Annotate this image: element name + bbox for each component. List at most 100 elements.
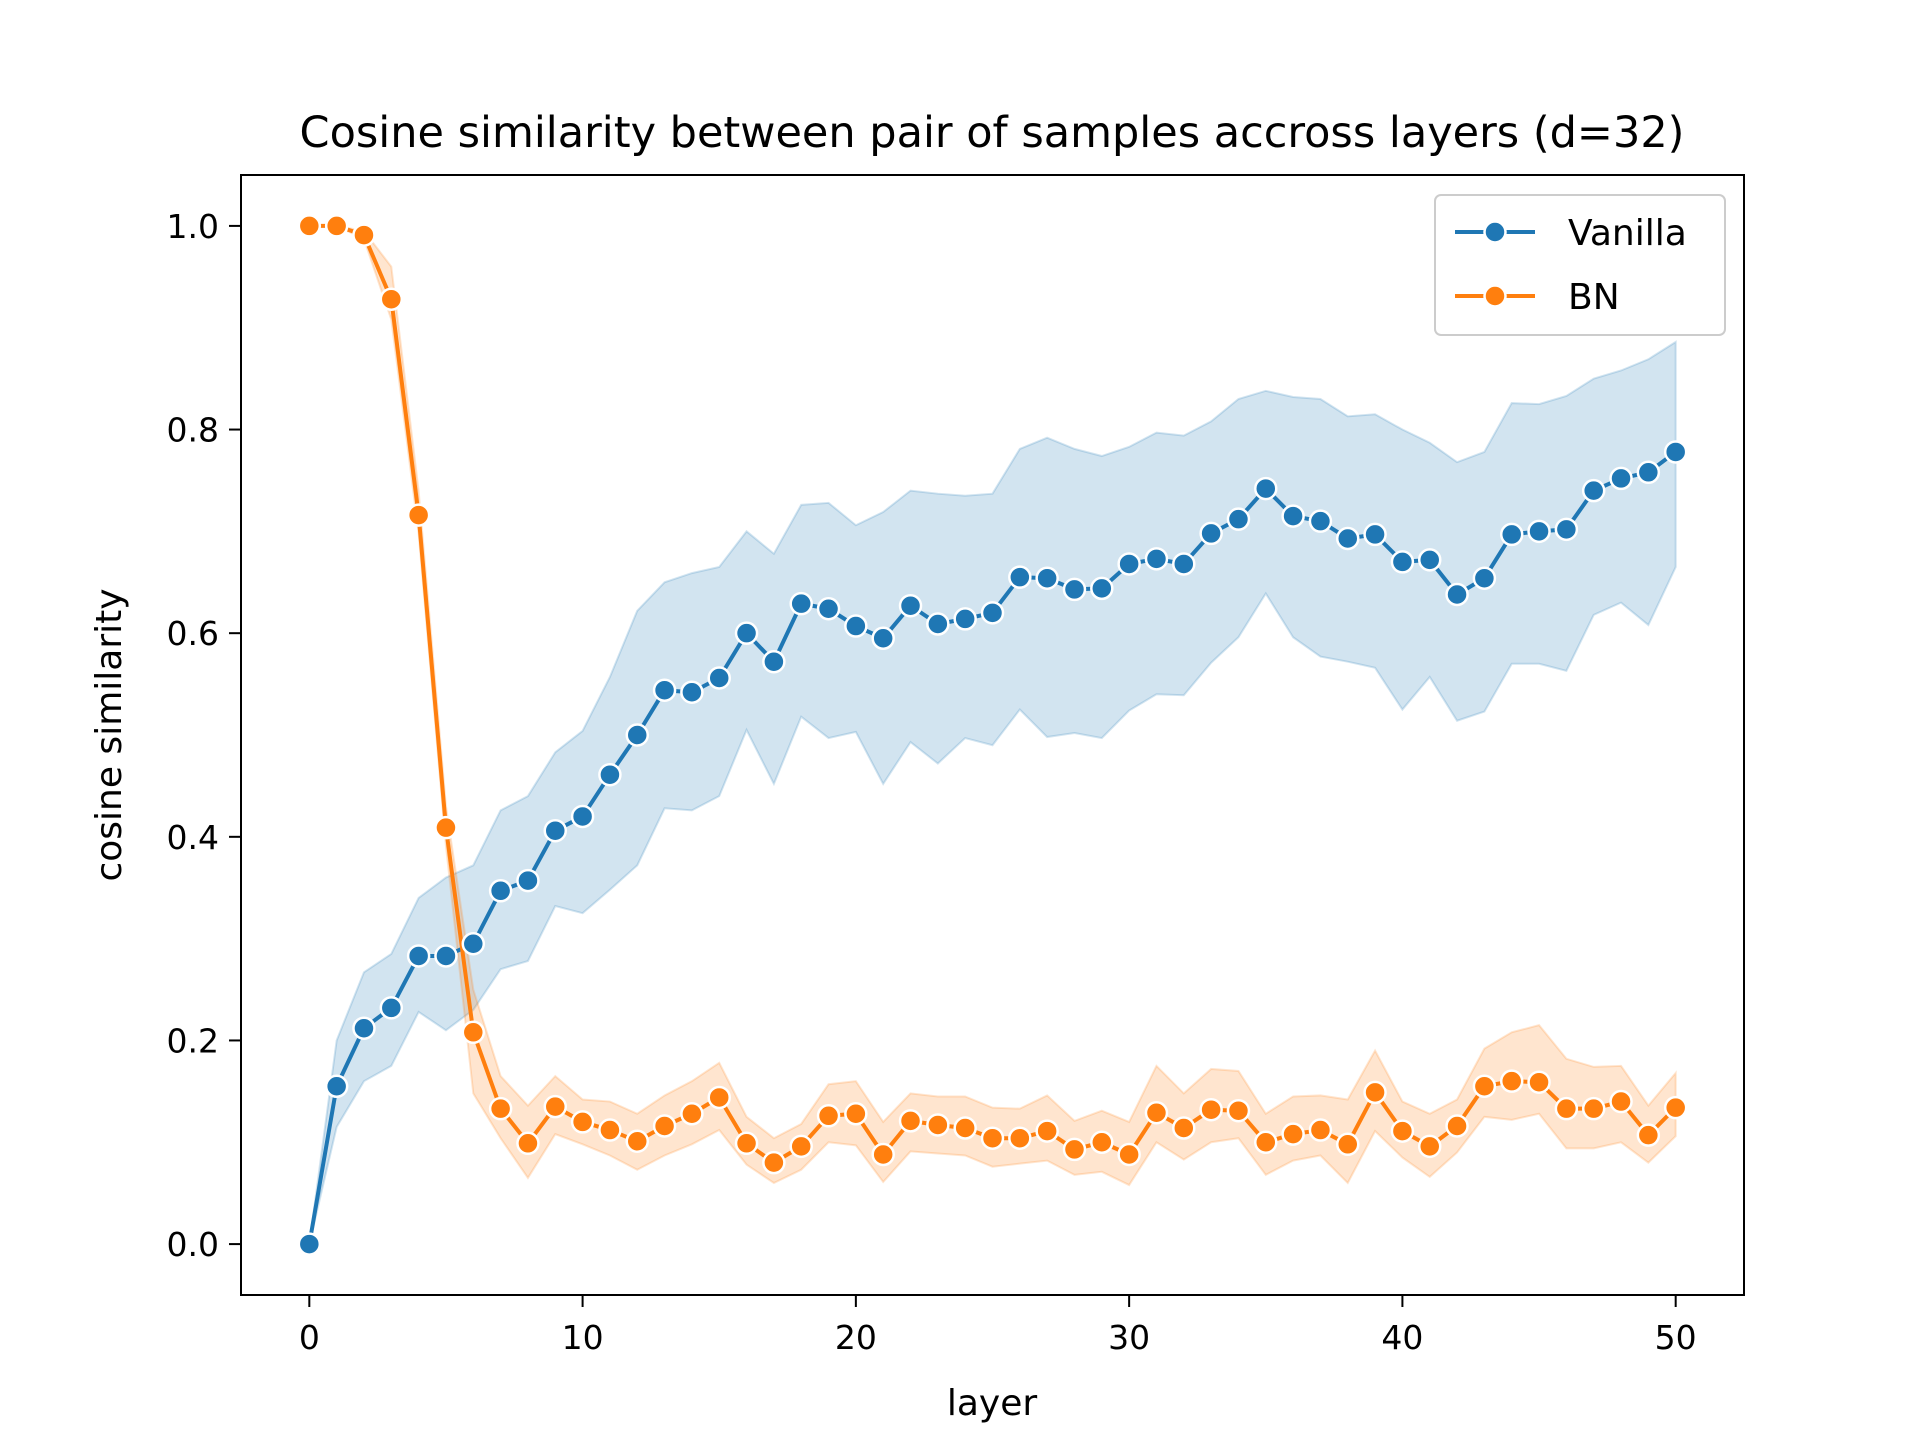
- vanilla-point: [352, 1016, 376, 1040]
- x-tick-label: 0: [299, 1318, 320, 1357]
- x-axis-ticks: 0 10 20 30 40 50: [299, 1295, 1697, 1357]
- bn-point: [1172, 1116, 1196, 1140]
- y-tick-label: 0.6: [167, 614, 219, 653]
- y-tick-label: 1.0: [167, 207, 219, 246]
- legend: Vanilla BN: [1434, 194, 1726, 336]
- vanilla-point: [598, 762, 622, 787]
- bn-point: [1090, 1130, 1114, 1155]
- vanilla-legend-label: Vanilla: [1568, 213, 1687, 254]
- bn-point: [352, 223, 376, 247]
- bn-point: [625, 1129, 649, 1153]
- vanilla-point: [1281, 504, 1305, 528]
- series-markers: [297, 214, 1688, 1256]
- bn-point: [488, 1096, 513, 1121]
- chart-title: Cosine similarity between pair of sample…: [300, 108, 1685, 158]
- vanilla-point: [488, 879, 513, 903]
- y-tick-label: 0.0: [167, 1225, 219, 1264]
- bn-point: [1554, 1096, 1579, 1121]
- vanilla-point: [1636, 460, 1661, 485]
- vanilla-point: [844, 614, 868, 638]
- bn-point: [1199, 1097, 1223, 1122]
- vanilla-point: [953, 607, 977, 631]
- vanilla-point: [1554, 517, 1579, 542]
- bn-point: [1472, 1074, 1497, 1099]
- x-tick-label: 10: [562, 1318, 604, 1357]
- vanilla-point: [324, 1074, 349, 1099]
- bn-point: [1445, 1114, 1469, 1138]
- bn-point: [1062, 1137, 1087, 1162]
- bn-point: [1281, 1122, 1305, 1146]
- bn-point: [1417, 1134, 1442, 1159]
- vanilla-point: [980, 601, 1005, 625]
- bn-point: [516, 1131, 540, 1156]
- bn-point: [570, 1110, 595, 1134]
- vanilla-point: [406, 944, 431, 968]
- bn-point: [762, 1150, 786, 1175]
- bn-point: [434, 815, 458, 840]
- vanilla-point: [1390, 550, 1415, 574]
- bn-point: [1144, 1101, 1169, 1125]
- vanilla-point: [1527, 519, 1551, 544]
- x-tick-label: 40: [1381, 1318, 1423, 1357]
- bn-point: [926, 1113, 950, 1137]
- bn-point: [1663, 1095, 1688, 1120]
- vanilla-point: [1117, 552, 1141, 576]
- x-tick-label: 50: [1655, 1318, 1697, 1357]
- vanilla-point: [1199, 521, 1223, 546]
- bn-point: [734, 1131, 759, 1156]
- vanilla-point: [516, 868, 540, 893]
- bn-point: [652, 1114, 677, 1138]
- bn-point: [1308, 1118, 1333, 1142]
- bn-point: [680, 1102, 704, 1126]
- bn-legend-marker: [1483, 284, 1507, 308]
- bn-point: [844, 1102, 868, 1126]
- vanilla-point: [570, 804, 595, 829]
- bn-point: [1254, 1130, 1278, 1155]
- bn-point: [324, 214, 349, 238]
- bn-point: [1008, 1126, 1032, 1150]
- bn-point: [1363, 1080, 1387, 1105]
- vanilla-point: [680, 680, 704, 704]
- x-tick-label: 20: [835, 1318, 877, 1357]
- bn-point: [789, 1134, 813, 1159]
- y-tick-label: 0.2: [167, 1021, 219, 1060]
- vanilla-point: [1417, 548, 1442, 572]
- vanilla-point: [1090, 576, 1114, 601]
- y-tick-label: 0.4: [167, 818, 219, 857]
- vanilla-point: [1609, 466, 1633, 491]
- bn-point: [1609, 1089, 1633, 1114]
- vanilla-point: [871, 626, 895, 651]
- bn-point: [297, 214, 322, 238]
- bn-point: [871, 1142, 895, 1167]
- vanilla-point: [707, 666, 731, 690]
- bn-point: [1499, 1069, 1524, 1093]
- vanilla-point: [1062, 577, 1087, 602]
- vanilla-point: [1499, 522, 1524, 547]
- vanilla-point: [1472, 566, 1497, 590]
- vanilla-point: [1308, 509, 1333, 533]
- vanilla-point: [1336, 526, 1360, 551]
- y-tick-label: 0.8: [167, 411, 219, 450]
- vanilla-legend-marker: [1483, 220, 1507, 244]
- bn-point: [461, 1020, 486, 1045]
- vanilla-point: [789, 591, 813, 616]
- bn-point: [1390, 1119, 1415, 1143]
- bn-point: [598, 1118, 622, 1142]
- bn-point: [980, 1126, 1005, 1150]
- vanilla-point: [1144, 547, 1169, 571]
- bn-point: [1117, 1142, 1141, 1167]
- vanilla-point: [1035, 566, 1059, 590]
- bn-point: [1035, 1119, 1059, 1143]
- bn-point: [1527, 1070, 1551, 1094]
- vanilla-point: [898, 593, 923, 618]
- vanilla-point: [625, 723, 649, 747]
- y-axis-ticks: 0.0 0.2 0.4 0.6 0.8 1.0: [167, 207, 241, 1264]
- vanilla-point: [1254, 476, 1278, 501]
- bn-point: [1636, 1123, 1661, 1147]
- x-tick-label: 30: [1108, 1318, 1150, 1357]
- vanilla-point: [543, 818, 568, 843]
- vanilla-point: [1008, 565, 1032, 589]
- bn-point: [1581, 1096, 1606, 1121]
- vanilla-point: [1445, 582, 1469, 607]
